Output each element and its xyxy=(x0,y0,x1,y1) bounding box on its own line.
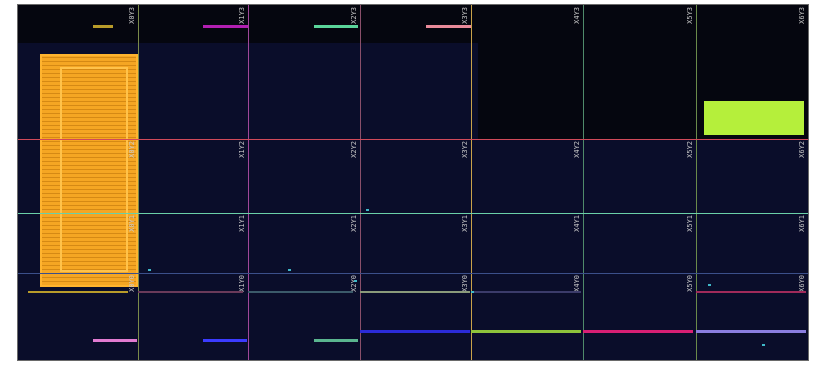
clock-region-label: X5Y2 xyxy=(686,141,694,158)
clock-region-column-divider xyxy=(583,5,584,360)
clock-region-column-divider xyxy=(696,5,697,360)
clock-region-label: X1Y2 xyxy=(238,141,246,158)
clock-region-label: X4Y3 xyxy=(573,7,581,24)
clock-region-label: X4Y2 xyxy=(573,141,581,158)
clock-route-segment xyxy=(426,25,471,28)
routing-trace xyxy=(28,291,128,293)
routing-dot xyxy=(366,209,369,211)
clock-region-label: X0Y2 xyxy=(128,141,136,158)
clock-region-label: X4Y0 xyxy=(573,275,581,292)
clock-route-segment xyxy=(93,25,113,28)
clock-region-label: X5Y3 xyxy=(686,7,694,24)
routing-dot xyxy=(708,284,711,286)
clock-region-label: X4Y1 xyxy=(573,215,581,232)
routing-dot xyxy=(354,280,357,282)
routing-dot xyxy=(148,269,151,271)
clock-region-label: X5Y1 xyxy=(686,215,694,232)
clock-route-segment xyxy=(471,330,581,333)
clock-region-label: X3Y0 xyxy=(461,275,469,292)
clock-region-column-divider xyxy=(360,5,361,360)
routing-trace xyxy=(248,291,353,293)
routing-dot xyxy=(288,269,291,271)
clock-region-label: X2Y0 xyxy=(350,275,358,292)
clock-route-segment xyxy=(314,25,358,28)
routing-trace xyxy=(360,291,470,293)
clock-region-row-divider xyxy=(18,273,808,274)
pblock-rectangle[interactable] xyxy=(704,101,804,135)
routing-dot xyxy=(762,344,765,346)
clock-route-segment xyxy=(696,330,806,333)
device-view-canvas[interactable]: X0Y3 X1Y3 X2Y3 X3Y3 X4Y3 X5Y3 X6Y3 X0Y2 X1Y2 X2Y2… xyxy=(17,4,809,361)
clock-region-label: X0Y1 xyxy=(128,215,136,232)
clock-region-column-divider xyxy=(138,5,139,360)
clock-region-row-divider xyxy=(18,213,808,214)
clock-region-label: X6Y3 xyxy=(798,7,806,24)
clock-region-column-divider xyxy=(248,5,249,360)
clock-route-segment xyxy=(314,339,358,342)
clock-region-label: X6Y0 xyxy=(798,275,806,292)
clock-region-label: X1Y0 xyxy=(238,275,246,292)
routing-trace xyxy=(138,291,243,293)
clock-region-label: X0Y3 xyxy=(128,7,136,24)
clock-region-label: X2Y3 xyxy=(350,7,358,24)
routing-trace xyxy=(696,291,806,293)
clock-region-label: X2Y2 xyxy=(350,141,358,158)
clock-region-label: X6Y1 xyxy=(798,215,806,232)
clock-route-segment xyxy=(93,339,137,342)
clock-region-label: X1Y3 xyxy=(238,7,246,24)
clock-route-segment xyxy=(360,330,470,333)
clock-region-label: X3Y3 xyxy=(461,7,469,24)
clock-route-segment xyxy=(203,339,247,342)
clock-region-label: X6Y2 xyxy=(798,141,806,158)
clock-region-label: X3Y2 xyxy=(461,141,469,158)
clock-region-row-divider xyxy=(18,139,808,140)
placed-logic-block[interactable] xyxy=(40,54,138,287)
clock-region-label: X2Y1 xyxy=(350,215,358,232)
clock-region-label: X1Y1 xyxy=(238,215,246,232)
placed-logic-inner-outline xyxy=(60,67,128,272)
clock-route-segment xyxy=(583,330,693,333)
clock-region-label: X0Y0 xyxy=(128,275,136,292)
clock-region-label: X5Y0 xyxy=(686,275,694,292)
routing-trace xyxy=(471,291,581,293)
clock-region-label: X3Y1 xyxy=(461,215,469,232)
clock-route-segment xyxy=(203,25,248,28)
clock-region-column-divider xyxy=(471,5,472,360)
placed-region-middle xyxy=(18,139,808,360)
routing-dot xyxy=(471,291,474,293)
